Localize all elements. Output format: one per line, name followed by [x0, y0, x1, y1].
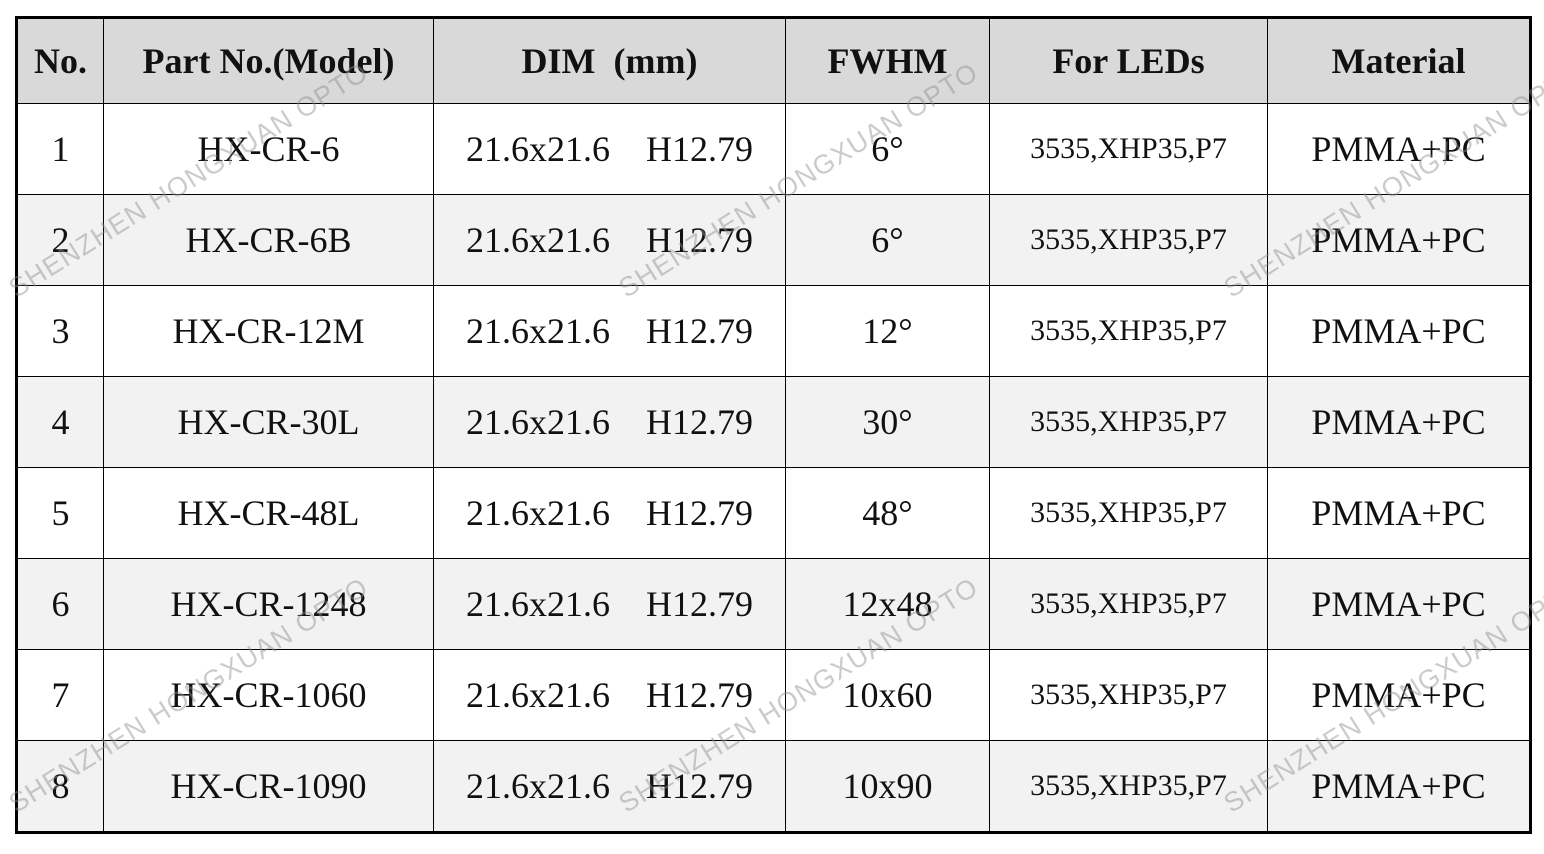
table-cell: HX-CR-1090	[103, 740, 434, 833]
table-cell: 1	[16, 103, 104, 195]
table-cell: PMMA+PC	[1267, 194, 1531, 286]
table-cell: PMMA+PC	[1267, 103, 1531, 195]
table-cell: 3	[16, 285, 104, 377]
table-cell: 3535,XHP35,P7	[989, 740, 1268, 833]
table-row: 7 HX-CR-1060 21.6x21.6 H12.79 10x60 3535,XHP…	[16, 649, 1531, 741]
header-cell: DIM (mm)	[433, 17, 786, 104]
table-cell: 3535,XHP35,P7	[989, 376, 1268, 468]
table-cell: PMMA+PC	[1267, 376, 1531, 468]
table-cell: 4	[16, 376, 104, 468]
header-cell: Material	[1267, 17, 1531, 104]
table-cell: HX-CR-1248	[103, 558, 434, 650]
table-row: 5 HX-CR-48L 21.6x21.6 H12.79 48° 3535,XHP35,…	[16, 467, 1531, 559]
table-cell: PMMA+PC	[1267, 740, 1531, 833]
table-cell: 2	[16, 194, 104, 286]
table-cell: 6°	[785, 194, 990, 286]
table-cell: HX-CR-12M	[103, 285, 434, 377]
table-row: 2 HX-CR-6B 21.6x21.6 H12.79 6° 3535,XHP35,P7…	[16, 194, 1531, 286]
table-row: 4 HX-CR-30L 21.6x21.6 H12.79 30° 3535,XHP35,…	[16, 376, 1531, 468]
table-cell: 21.6x21.6 H12.79	[433, 194, 786, 286]
header-cell: Part No.(Model)	[103, 17, 434, 104]
table-cell: 7	[16, 649, 104, 741]
table-cell: HX-CR-6	[103, 103, 434, 195]
header-cell: No.	[16, 17, 104, 104]
table-cell: 5	[16, 467, 104, 559]
table-cell: 3535,XHP35,P7	[989, 103, 1268, 195]
table-row: 1 HX-CR-6 21.6x21.6 H12.79 6° 3535,XHP35,P7 P…	[16, 103, 1531, 195]
table-cell: 30°	[785, 376, 990, 468]
table-body: 1 HX-CR-6 21.6x21.6 H12.79 6° 3535,XHP35,P7 P…	[16, 103, 1531, 833]
header-cell: FWHM	[785, 17, 990, 104]
table-cell: 6°	[785, 103, 990, 195]
table-cell: 6	[16, 558, 104, 650]
table-cell: 21.6x21.6 H12.79	[433, 103, 786, 195]
table-cell: 21.6x21.6 H12.79	[433, 376, 786, 468]
table-row: 3 HX-CR-12M 21.6x21.6 H12.79 12° 3535,XHP35,…	[16, 285, 1531, 377]
table-cell: 3535,XHP35,P7	[989, 285, 1268, 377]
table-cell: PMMA+PC	[1267, 467, 1531, 559]
table-cell: 10x60	[785, 649, 990, 741]
table-row: 8 HX-CR-1090 21.6x21.6 H12.79 10x90 3535,XHP…	[16, 740, 1531, 833]
header-row: No. Part No.(Model) DIM (mm) FWHM For LEDs Ma…	[16, 17, 1531, 104]
table-cell: HX-CR-1060	[103, 649, 434, 741]
table-cell: 21.6x21.6 H12.79	[433, 740, 786, 833]
header-cell: For LEDs	[989, 17, 1268, 104]
table-cell: 10x90	[785, 740, 990, 833]
table-cell: PMMA+PC	[1267, 558, 1531, 650]
table-cell: 12°	[785, 285, 990, 377]
table-cell: PMMA+PC	[1267, 285, 1531, 377]
table-cell: HX-CR-6B	[103, 194, 434, 286]
table-cell: 21.6x21.6 H12.79	[433, 467, 786, 559]
table-cell: 21.6x21.6 H12.79	[433, 649, 786, 741]
table-cell: 21.6x21.6 H12.79	[433, 558, 786, 650]
table-row: 6 HX-CR-1248 21.6x21.6 H12.79 12x48 3535,XHP…	[16, 558, 1531, 650]
table-cell: 3535,XHP35,P7	[989, 467, 1268, 559]
table-cell: PMMA+PC	[1267, 649, 1531, 741]
table-cell: 48°	[785, 467, 990, 559]
table-cell: 3535,XHP35,P7	[989, 194, 1268, 286]
table-cell: 21.6x21.6 H12.79	[433, 285, 786, 377]
spec-table: No. Part No.(Model) DIM (mm) FWHM For LEDs Ma…	[15, 16, 1532, 834]
table-cell: 8	[16, 740, 104, 833]
table-cell: HX-CR-48L	[103, 467, 434, 559]
table-cell: HX-CR-30L	[103, 376, 434, 468]
table-cell: 3535,XHP35,P7	[989, 649, 1268, 741]
table-cell: 12x48	[785, 558, 990, 650]
table-cell: 3535,XHP35,P7	[989, 558, 1268, 650]
